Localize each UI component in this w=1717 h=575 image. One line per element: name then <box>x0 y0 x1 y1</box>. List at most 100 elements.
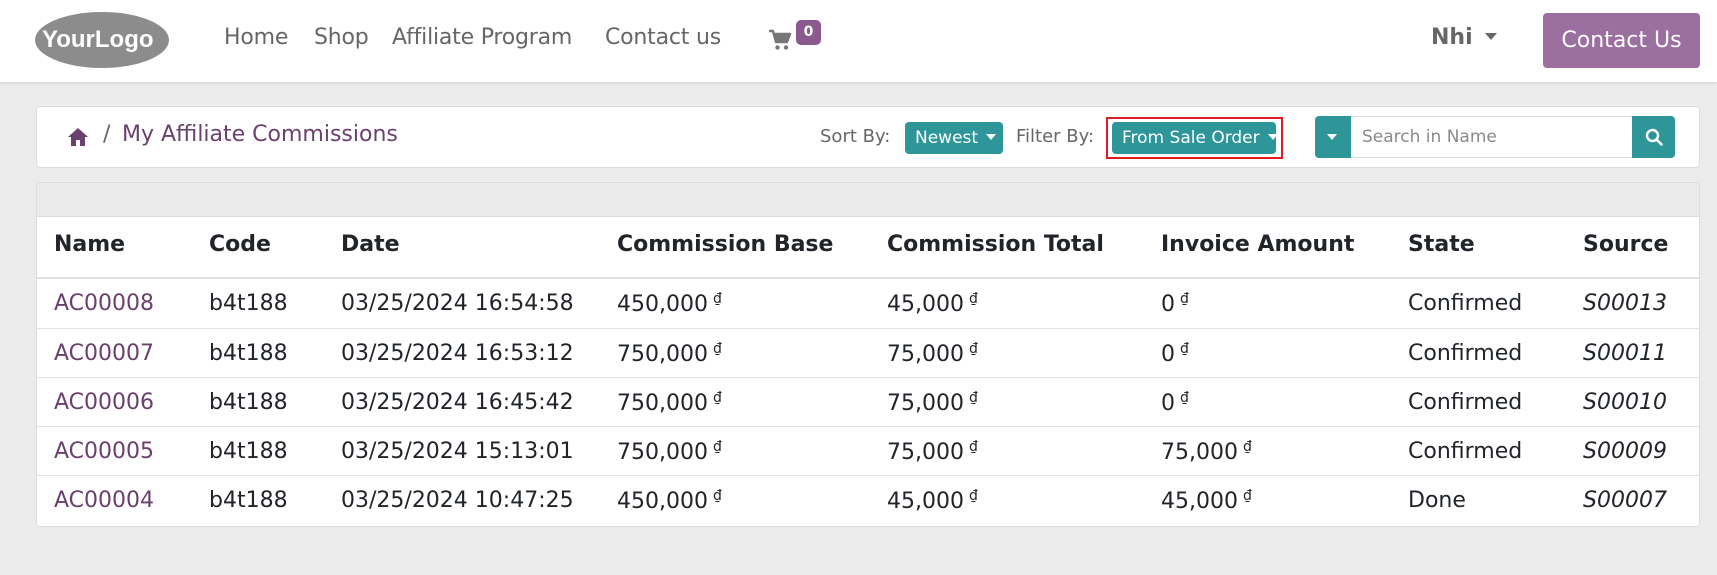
filter-label: Filter By: <box>1016 126 1095 147</box>
cell-commission-total: 75,000 ₫ <box>887 390 978 416</box>
cell-date: 03/25/2024 16:54:58 <box>341 291 574 316</box>
commission-name-link[interactable]: AC00008 <box>54 291 155 316</box>
home-icon[interactable] <box>67 127 89 147</box>
sort-dropdown[interactable]: Newest <box>905 122 1003 154</box>
cell-invoice-amount: 0 ₫ <box>1161 341 1189 367</box>
column-header-date: Date <box>341 232 400 257</box>
cell-state: Confirmed <box>1408 341 1523 366</box>
currency-symbol: ₫ <box>712 390 722 406</box>
cell-source: S00011 <box>1583 341 1667 366</box>
user-menu[interactable]: Nhi <box>1431 25 1497 50</box>
cell-commission-base: 750,000 ₫ <box>617 390 722 416</box>
cell-commission-total: 75,000 ₫ <box>887 439 978 465</box>
cart-count-badge: 0 <box>796 20 821 45</box>
cell-date: 03/25/2024 16:45:42 <box>341 390 574 415</box>
top-navbar: YourLogo Home Shop Affiliate Program Con… <box>0 0 1717 82</box>
currency-symbol: ₫ <box>1180 291 1189 307</box>
currency-symbol: ₫ <box>712 439 722 455</box>
cell-state: Confirmed <box>1408 390 1523 415</box>
cell-code: b4t188 <box>209 341 288 366</box>
commission-name-link[interactable]: AC00006 <box>54 390 155 415</box>
filter-value: From Sale Order <box>1122 128 1260 148</box>
cell-source: S00013 <box>1583 291 1667 316</box>
search-input[interactable] <box>1351 116 1632 158</box>
sort-label: Sort By: <box>820 126 891 147</box>
currency-symbol: ₫ <box>1180 341 1189 357</box>
contact-us-button[interactable]: Contact Us <box>1543 13 1700 68</box>
cell-invoice-amount: 0 ₫ <box>1161 390 1189 416</box>
search-icon <box>1645 128 1663 146</box>
cell-source: S00009 <box>1583 439 1667 464</box>
caret-down-icon <box>1327 134 1337 140</box>
currency-symbol: ₫ <box>968 439 978 455</box>
currency-symbol: ₫ <box>968 291 978 307</box>
cell-code: b4t188 <box>209 439 288 464</box>
cell-state: Confirmed <box>1408 291 1523 316</box>
column-header-source: Source <box>1583 232 1669 257</box>
commission-name-link[interactable]: AC00004 <box>54 488 155 513</box>
column-header-name: Name <box>54 232 126 257</box>
user-name: Nhi <box>1431 25 1473 50</box>
cell-commission-base: 750,000 ₫ <box>617 341 722 367</box>
cell-code: b4t188 <box>209 390 288 415</box>
search-button[interactable] <box>1632 116 1675 158</box>
column-header-commission-base: Commission Base <box>617 232 834 257</box>
table-row: AC00004 b4t188 03/25/2024 10:47:25 450,0… <box>37 475 1699 524</box>
search-options-dropdown[interactable] <box>1315 116 1351 158</box>
currency-symbol: ₫ <box>712 341 722 357</box>
page-title: My Affiliate Commissions <box>122 122 398 147</box>
filter-dropdown[interactable]: From Sale Order <box>1112 122 1278 154</box>
currency-symbol: ₫ <box>712 488 722 504</box>
nav-contact-us[interactable]: Contact us <box>605 25 721 50</box>
breadcrumb-separator: / <box>103 122 111 147</box>
filter-highlight-box <box>1106 117 1283 159</box>
nav-affiliate-program[interactable]: Affiliate Program <box>392 25 573 50</box>
commission-name-link[interactable]: AC00007 <box>54 341 155 366</box>
cell-source: S00010 <box>1583 390 1667 415</box>
cell-invoice-amount: 75,000 ₫ <box>1161 439 1252 465</box>
cell-commission-total: 75,000 ₫ <box>887 341 978 367</box>
breadcrumb-bar: / My Affiliate Commissions Sort By: Newe… <box>36 106 1700 168</box>
currency-symbol: ₫ <box>712 291 722 307</box>
cell-commission-total: 45,000 ₫ <box>887 488 978 514</box>
cell-commission-base: 450,000 ₫ <box>617 488 722 514</box>
svg-text:YourLogo: YourLogo <box>42 26 154 53</box>
logo[interactable]: YourLogo <box>34 10 176 70</box>
cell-state: Confirmed <box>1408 439 1523 464</box>
caret-down-icon <box>986 134 997 140</box>
cell-invoice-amount: 45,000 ₫ <box>1161 488 1252 514</box>
table-row: AC00006 b4t188 03/25/2024 16:45:42 750,0… <box>37 377 1699 426</box>
table-row: AC00005 b4t188 03/25/2024 15:13:01 750,0… <box>37 426 1699 475</box>
shopping-cart-icon[interactable] <box>768 28 792 52</box>
sort-value: Newest <box>915 128 979 148</box>
column-header-state: State <box>1408 232 1475 257</box>
cell-code: b4t188 <box>209 488 288 513</box>
column-header-code: Code <box>209 232 271 257</box>
cell-state: Done <box>1408 488 1466 513</box>
table-header-divider <box>37 277 1699 279</box>
commissions-table-panel: Name Code Date Commission Base Commissio… <box>36 182 1700 527</box>
column-header-commission-total: Commission Total <box>887 232 1104 257</box>
table-row: AC00008 b4t188 03/25/2024 16:54:58 450,0… <box>37 279 1699 328</box>
currency-symbol: ₫ <box>1180 390 1189 406</box>
cell-date: 03/25/2024 10:47:25 <box>341 488 574 513</box>
commission-name-link[interactable]: AC00005 <box>54 439 155 464</box>
table-row: AC00007 b4t188 03/25/2024 16:53:12 750,0… <box>37 328 1699 377</box>
currency-symbol: ₫ <box>1242 439 1252 455</box>
nav-shop[interactable]: Shop <box>314 25 369 50</box>
cell-code: b4t188 <box>209 291 288 316</box>
cell-invoice-amount: 0 ₫ <box>1161 291 1189 317</box>
cell-commission-base: 750,000 ₫ <box>617 439 722 465</box>
column-header-invoice-amount: Invoice Amount <box>1161 232 1355 257</box>
currency-symbol: ₫ <box>968 488 978 504</box>
nav-home[interactable]: Home <box>224 25 289 50</box>
cell-commission-base: 450,000 ₫ <box>617 291 722 317</box>
cell-commission-total: 45,000 ₫ <box>887 291 978 317</box>
caret-down-icon <box>1267 134 1278 140</box>
panel-header-strip <box>37 183 1699 217</box>
cell-date: 03/25/2024 15:13:01 <box>341 439 574 464</box>
currency-symbol: ₫ <box>968 390 978 406</box>
currency-symbol: ₫ <box>1242 488 1252 504</box>
cell-date: 03/25/2024 16:53:12 <box>341 341 574 366</box>
cell-source: S00007 <box>1583 488 1667 513</box>
